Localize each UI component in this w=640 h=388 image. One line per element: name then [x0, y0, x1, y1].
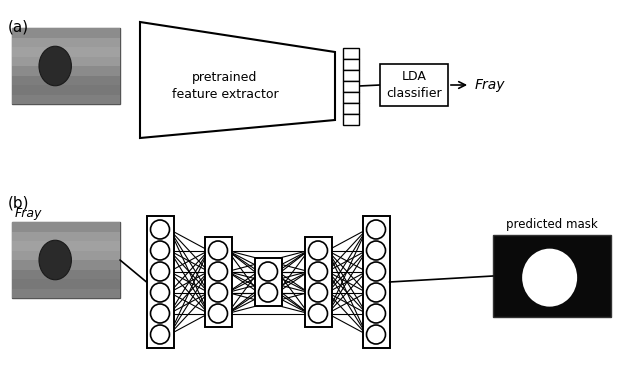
Bar [12, 222, 120, 232]
Circle shape [150, 241, 170, 260]
Bar [12, 66, 120, 76]
Bar [343, 47, 359, 59]
Bar [14, 30, 118, 102]
Text: Fray: Fray [475, 78, 506, 92]
Circle shape [259, 283, 278, 302]
Bar [12, 47, 120, 57]
Circle shape [367, 241, 385, 260]
Bar [493, 235, 611, 317]
Bar [12, 28, 120, 38]
Circle shape [308, 241, 328, 260]
Bar [362, 216, 390, 348]
Ellipse shape [39, 240, 72, 280]
Text: LDA
classifier: LDA classifier [386, 70, 442, 100]
Bar [12, 232, 120, 241]
Circle shape [308, 262, 328, 281]
Bar [12, 260, 120, 270]
Bar [12, 289, 120, 298]
Bar [380, 64, 448, 106]
Circle shape [367, 220, 385, 239]
Bar [12, 28, 120, 104]
Circle shape [308, 283, 328, 302]
Circle shape [150, 262, 170, 281]
Circle shape [150, 220, 170, 239]
Text: (b): (b) [8, 195, 29, 210]
Circle shape [209, 262, 227, 281]
Bar [343, 92, 359, 102]
Circle shape [367, 325, 385, 344]
Bar [343, 69, 359, 80]
Text: pretrained
feature extractor: pretrained feature extractor [172, 71, 278, 101]
Bar [147, 216, 173, 348]
Text: predicted mask: predicted mask [506, 218, 598, 231]
Circle shape [259, 262, 278, 281]
Bar [12, 222, 120, 298]
Polygon shape [140, 22, 335, 138]
Circle shape [367, 304, 385, 323]
Circle shape [209, 304, 227, 323]
Circle shape [150, 283, 170, 302]
Ellipse shape [522, 249, 577, 307]
Bar [343, 59, 359, 69]
Bar [12, 57, 120, 66]
Ellipse shape [39, 46, 72, 86]
Bar [343, 80, 359, 92]
Bar [12, 279, 120, 289]
Bar [305, 237, 332, 327]
Bar [12, 251, 120, 260]
Bar [14, 224, 118, 296]
Bar [255, 258, 282, 306]
Bar [12, 241, 120, 251]
Circle shape [209, 283, 227, 302]
Bar [12, 38, 120, 47]
Bar [205, 237, 232, 327]
Bar [12, 270, 120, 279]
Text: (a): (a) [8, 20, 29, 35]
Circle shape [150, 304, 170, 323]
Bar [12, 76, 120, 85]
Bar [12, 85, 120, 95]
Circle shape [150, 325, 170, 344]
Circle shape [367, 262, 385, 281]
Circle shape [209, 241, 227, 260]
Bar [12, 95, 120, 104]
Bar [343, 102, 359, 114]
Bar [343, 114, 359, 125]
Circle shape [367, 283, 385, 302]
Text: Fray: Fray [15, 207, 42, 220]
Circle shape [308, 304, 328, 323]
